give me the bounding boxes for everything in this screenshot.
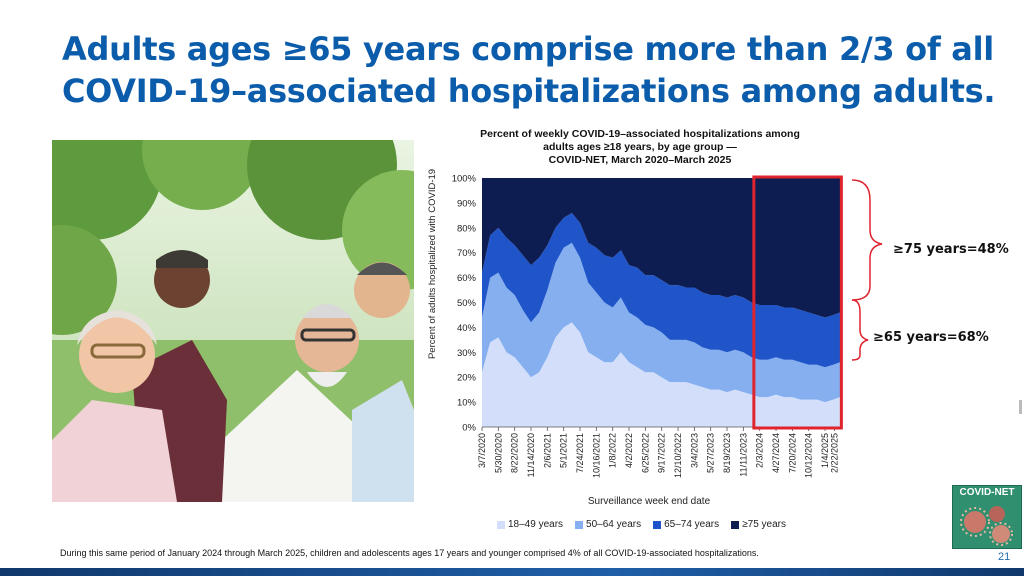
legend-item: 18–49 years [497,519,563,530]
y-tick-label: 40% [457,323,477,334]
legend-swatch [575,520,584,529]
x-tick-label: 1/8/2022 [608,433,618,468]
legend-label: 18–49 years [508,519,564,530]
x-tick-label: 9/17/2022 [657,433,667,473]
chart-title-line-1: Percent of weekly COVID-19–associated ho… [480,128,800,140]
bottom-bar [0,568,1024,576]
annotation-65-plus: ≥65 years=68% [873,330,989,345]
legend-swatch [653,520,662,529]
logo-text: COVID-NET [959,487,1015,498]
x-tick-label: 2/6/2021 [542,433,552,468]
chart-title: Percent of weekly COVID-19–associated ho… [440,128,840,167]
x-tick-label: 11/14/2020 [526,433,536,477]
legend-swatch [731,520,740,529]
virus-icon [960,506,1013,546]
x-tick-label: 10/12/2024 [804,433,814,478]
slide-title: Adults ages ≥65 years comprise more than… [62,28,1002,112]
x-tick-label: 1/4/2025 [820,433,830,468]
x-tick-label: 8/19/2023 [722,433,732,473]
x-axis-label: Surveillance week end date [588,496,711,507]
chart-areas [482,178,840,427]
older-adults-photo-illustration [52,140,414,502]
legend-item: 65–74 years [653,519,719,530]
x-tick-label: 12/10/2022 [673,433,683,478]
y-tick-label: 30% [457,348,477,359]
legend-label: 50–64 years [586,519,642,530]
y-tick-label: 80% [457,223,477,234]
slide-title-line-1: Adults ages ≥65 years comprise more than… [62,30,994,68]
brace-75-plus [851,179,883,301]
y-tick-label: 50% [457,298,477,309]
x-tick-label: 3/7/2020 [477,433,487,468]
legend-label: ≥75 years [742,519,786,530]
x-tick-label: 8/22/2020 [510,433,520,473]
chart-title-line-3: COVID-NET, March 2020–March 2025 [548,154,732,166]
annotation-75-plus: ≥75 years=48% [893,242,1009,257]
highlight-box [752,175,843,430]
x-tick-label: 11/11/2023 [738,433,748,477]
x-tick-label: 5/30/2020 [493,433,503,473]
x-tick-label: 2/3/2024 [755,433,765,468]
x-tick-label: 10/16/2021 [591,433,601,478]
y-tick-label: 90% [457,198,477,209]
slide-title-line-2: COVID-19–associated hospitalizations amo… [62,72,996,110]
x-tick-label: 2/22/2025 [830,433,840,473]
x-tick-label: 4/27/2024 [771,433,781,473]
x-tick-label: 4/2/2022 [624,433,634,468]
x-tick-label: 5/27/2023 [706,433,716,473]
legend-item: ≥75 years [731,519,786,530]
y-tick-label: 60% [457,273,477,284]
y-tick-label: 0% [462,423,476,434]
y-axis-ticks: 0% 10% 20% 30% 40% 50% 60% 70% 80% 90% 100% [452,174,477,434]
older-adults-photo [52,140,414,502]
y-axis-label: Percent of adults hospitalized with COVI… [427,169,438,359]
page-number: 21 [998,551,1011,563]
x-tick-label: 5/1/2021 [559,433,569,468]
footnote: During this same period of January 2024 … [60,548,759,558]
chart-title-line-2: adults ages ≥18 years, by age group — [543,141,737,153]
area-series-2 [482,242,840,403]
brace-65-plus [851,299,869,361]
x-axis-ticks: 3/7/2020 5/30/2020 8/22/2020 11/14/2020 2/6/… [477,426,840,478]
y-tick-label: 10% [457,398,477,409]
legend-item: 50–64 years [575,519,641,530]
y-tick-label: 100% [452,174,477,185]
y-tick-label: 70% [457,248,477,259]
x-tick-label: 3/4/2023 [689,433,699,468]
covid-net-logo: COVID-NET [952,485,1022,549]
y-tick-label: 20% [457,373,477,384]
area-series-3 [482,212,840,368]
area-series-4 [482,178,840,318]
legend-label: 65–74 years [664,519,720,530]
chart-legend: 18–49 years 50–64 years 65–74 years ≥75 yea… [497,519,786,530]
x-tick-label: 6/25/2022 [640,433,650,473]
area-series-1 [482,322,840,427]
x-tick-label: 7/24/2021 [575,433,585,473]
x-tick-label: 7/20/2024 [787,433,797,473]
edge-mark [1019,400,1022,414]
legend-swatch [497,520,505,529]
